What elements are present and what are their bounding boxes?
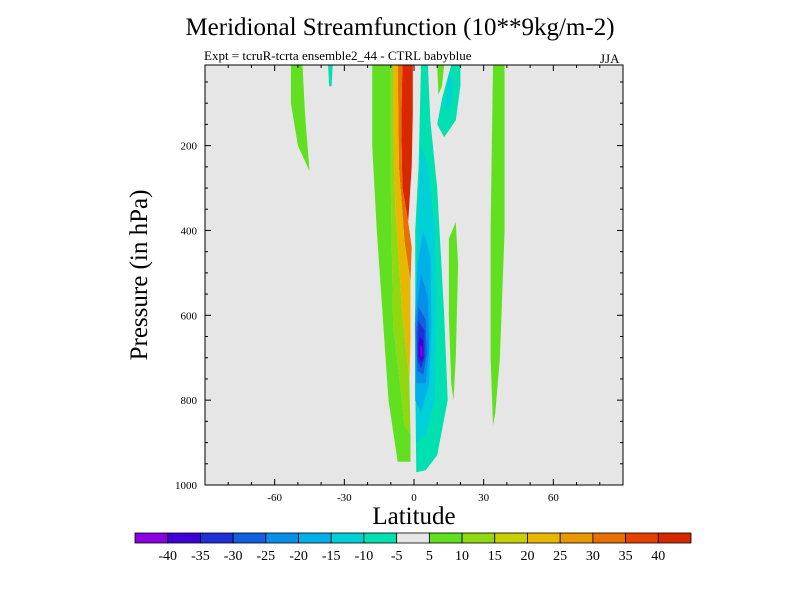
colorbar-label: -15	[322, 549, 341, 564]
colorbar-box-2	[200, 532, 234, 544]
plot-background	[205, 65, 623, 485]
y-tick-label: 400	[181, 225, 198, 237]
colorbar-box-1	[167, 532, 201, 544]
colorbar-box-9	[428, 532, 463, 544]
colorbar-label: 35	[619, 549, 633, 564]
contour-region-15	[437, 65, 445, 95]
season-label: JJA	[600, 51, 620, 66]
colorbar-label: -5	[391, 549, 403, 564]
colorbar-box-10	[461, 532, 496, 544]
contour-region-17	[490, 65, 505, 426]
colorbar-box-16	[657, 532, 692, 544]
colorbar-label: 20	[520, 549, 534, 564]
contour-region-2	[393, 65, 411, 379]
colorbar-label: 40	[651, 549, 665, 564]
colorbar-label: -10	[355, 549, 374, 564]
y-tick-label: 800	[181, 395, 198, 407]
colorbar-label: 5	[426, 549, 433, 564]
x-tick-label: 60	[548, 492, 560, 504]
contour-region-19	[328, 65, 333, 87]
colorbar-box-5	[298, 532, 332, 544]
colorbar-box-4	[265, 532, 299, 544]
colorbar-box-8	[396, 532, 430, 544]
colorbar-box-15	[625, 532, 659, 544]
contour-region-3	[390, 65, 411, 435]
colorbar-label: -20	[289, 549, 308, 564]
colorbar-box-12	[527, 532, 561, 544]
colorbar-label: 25	[553, 549, 567, 564]
contour-region-12	[420, 345, 423, 358]
contour-region-16	[448, 222, 459, 401]
contour-region-0	[401, 65, 413, 222]
colorbar-box-11	[494, 532, 528, 544]
contour-region-4	[372, 65, 411, 462]
y-tick-label: 1000	[175, 480, 198, 492]
x-tick-label: -30	[337, 492, 352, 504]
colorbar-box-7	[363, 532, 398, 544]
contour-region-1	[397, 65, 412, 282]
colorbar-box-13	[559, 532, 594, 544]
y-tick-label: 200	[181, 141, 198, 153]
contour-region-18	[290, 65, 310, 172]
contour-region-14	[444, 73, 454, 112]
y-tick-label: 600	[181, 310, 198, 322]
colorbar-label: -40	[158, 549, 177, 564]
colorbar-box-14	[592, 532, 626, 544]
colorbar-label: 10	[455, 549, 469, 564]
colorbar-box-3	[232, 532, 267, 544]
colorbar-label: 15	[488, 549, 502, 564]
x-tick-label: 0	[411, 492, 417, 504]
x-tick-label: 30	[478, 492, 490, 504]
colorbar-box-6	[330, 532, 365, 544]
colorbar-label: 30	[586, 549, 600, 564]
colorbar-box-0	[134, 532, 169, 544]
colorbar-label: -30	[224, 549, 243, 564]
x-axis-label: Latitude	[372, 503, 456, 530]
x-tick-label: -60	[267, 492, 282, 504]
experiment-subtitle: Expt = tcruR-tcrta ensemble2_44 - CTRL b…	[204, 48, 472, 63]
colorbar-label: -35	[191, 549, 210, 564]
colorbar-label: -25	[256, 549, 275, 564]
chart-title: Meridional Streamfunction (10**9kg/m-2)	[185, 14, 615, 41]
